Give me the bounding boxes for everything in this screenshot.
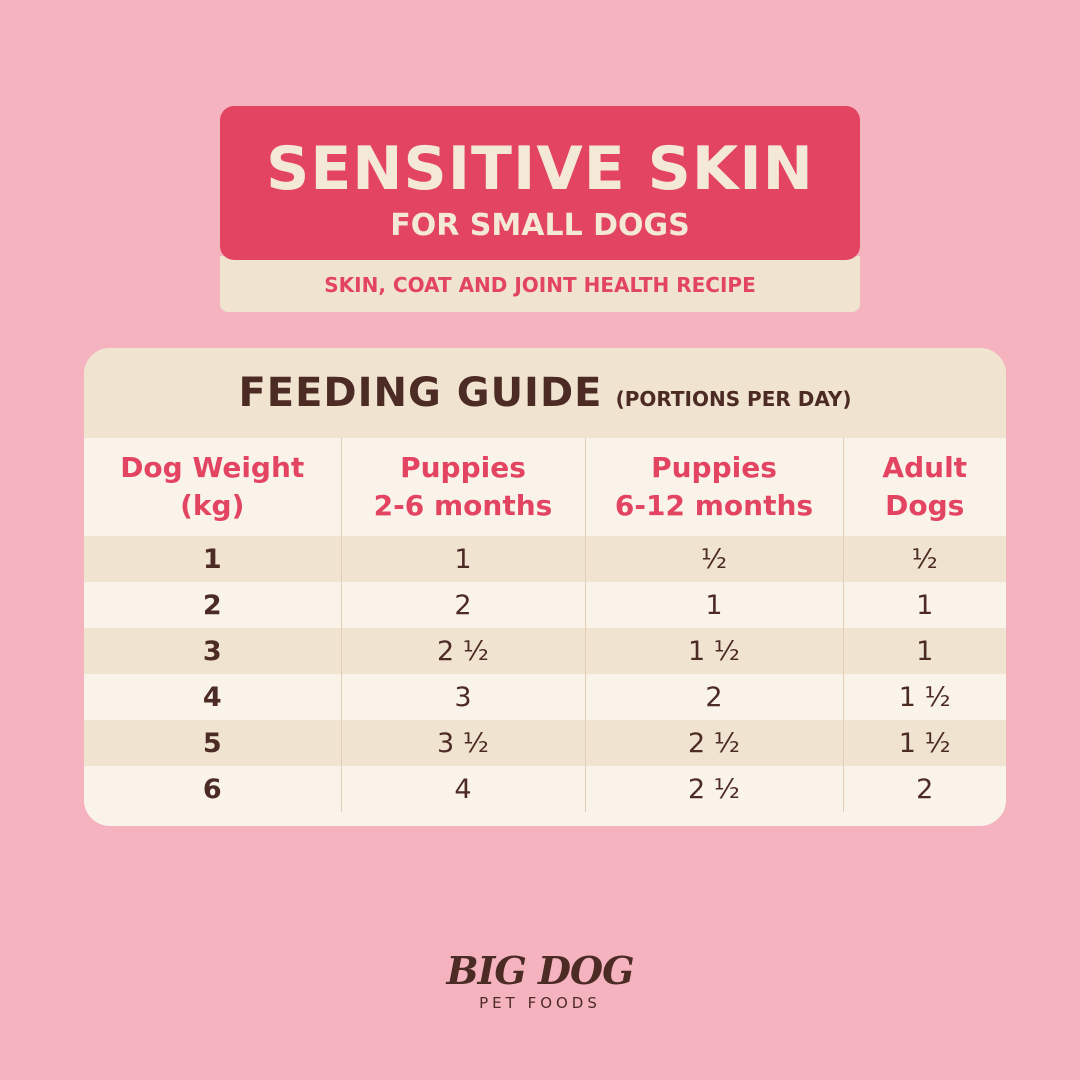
column-header-line: Dogs — [885, 489, 965, 522]
column-header-line: Adult — [882, 451, 968, 484]
feeding-guide-card: FEEDING GUIDE (PORTIONS PER DAY) Dog Wei… — [84, 348, 1006, 826]
portion-cell: 2 ½ — [584, 720, 843, 766]
column-header-weight: Dog Weight (kg) — [84, 438, 341, 536]
column-header-line: Puppies — [400, 451, 526, 484]
feeding-guide-title: FEEDING GUIDE — [238, 370, 603, 416]
table-row: 6 4 2 ½ 2 — [84, 766, 1006, 812]
portion-cell: 2 — [842, 766, 1006, 812]
portion-cell: 2 ½ — [340, 628, 585, 674]
portion-cell: 3 — [340, 674, 585, 720]
table-header-row: Dog Weight (kg) Puppies 2-6 months Puppi… — [84, 438, 1006, 536]
feeding-guide-note: (PORTIONS PER DAY) — [615, 387, 852, 411]
table-row: 4 3 2 1 ½ — [84, 674, 1006, 720]
feeding-guide-header: FEEDING GUIDE (PORTIONS PER DAY) — [84, 348, 1006, 438]
portion-cell: 2 ½ — [584, 766, 843, 812]
portion-cell: 1 — [842, 628, 1006, 674]
portion-cell: ½ — [842, 536, 1006, 582]
weight-cell: 3 — [84, 628, 341, 674]
portion-cell: 2 — [340, 582, 585, 628]
portion-cell: 1 — [340, 536, 585, 582]
weight-cell: 4 — [84, 674, 341, 720]
table-row: 1 1 ½ ½ — [84, 536, 1006, 582]
recipe-label: SKIN, COAT AND JOINT HEALTH RECIPE — [324, 273, 756, 297]
portion-cell: 1 — [842, 582, 1006, 628]
product-subtitle: FOR SMALL DOGS — [390, 208, 690, 243]
weight-cell: 5 — [84, 720, 341, 766]
portion-cell: 4 — [340, 766, 585, 812]
column-header-line: Puppies — [651, 451, 777, 484]
portion-cell: 1 ½ — [842, 674, 1006, 720]
column-header-adult: Adult Dogs — [842, 438, 1006, 536]
brand-logo: BIG DOG PET FOODS — [440, 950, 640, 1014]
table-row: 3 2 ½ 1 ½ 1 — [84, 628, 1006, 674]
column-header-puppies-6-12: Puppies 6-12 months — [584, 438, 843, 536]
portion-cell: 1 — [584, 582, 843, 628]
column-header-puppies-2-6: Puppies 2-6 months — [340, 438, 585, 536]
title-banner: SENSITIVE SKIN FOR SMALL DOGS SKIN, COAT… — [220, 106, 860, 312]
column-header-line: 2-6 months — [373, 489, 553, 522]
weight-cell: 1 — [84, 536, 341, 582]
feeding-table: Dog Weight (kg) Puppies 2-6 months Puppi… — [84, 438, 1006, 812]
brand-name: BIG DOG — [446, 948, 634, 993]
title-panel — [220, 106, 860, 260]
brand-tagline: PET FOODS — [479, 994, 601, 1012]
column-header-line: Dog Weight — [120, 451, 305, 484]
table-row: 2 2 1 1 — [84, 582, 1006, 628]
portion-cell: 2 — [584, 674, 843, 720]
weight-cell: 2 — [84, 582, 341, 628]
portion-cell: 1 ½ — [842, 720, 1006, 766]
product-title: SENSITIVE SKIN — [266, 134, 814, 204]
portion-cell: 3 ½ — [340, 720, 585, 766]
recipe-strip — [220, 256, 860, 312]
table-row: 5 3 ½ 2 ½ 1 ½ — [84, 720, 1006, 766]
portion-cell: ½ — [584, 536, 843, 582]
weight-cell: 6 — [84, 766, 341, 812]
portion-cell: 1 ½ — [584, 628, 843, 674]
column-header-line: (kg) — [180, 489, 245, 522]
column-header-line: 6-12 months — [614, 489, 814, 522]
